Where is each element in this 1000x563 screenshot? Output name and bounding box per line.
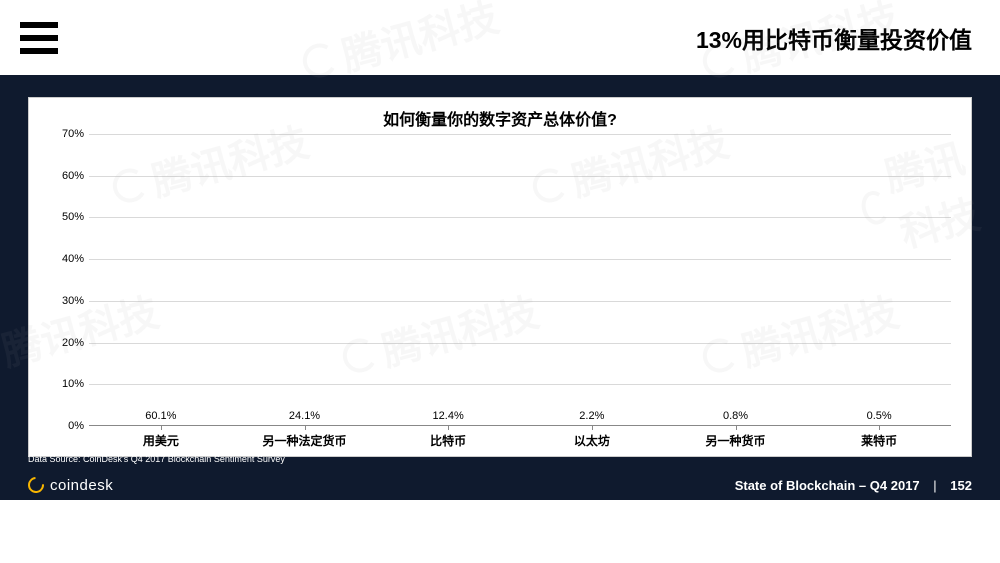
x-axis-label: 另一种货币: [705, 432, 765, 449]
grid-line: [89, 259, 951, 260]
x-axis: [89, 425, 951, 426]
x-tick: [448, 425, 449, 430]
grid-line: [89, 301, 951, 302]
report-name: State of Blockchain – Q4 2017: [735, 478, 920, 493]
header: 13%用比特币衡量投资价值: [0, 0, 1000, 75]
bar-value-label: 2.2%: [579, 410, 604, 422]
x-tick: [879, 425, 880, 430]
grid-line: [89, 343, 951, 344]
grid-line: [89, 217, 951, 218]
y-axis-label: 20%: [44, 337, 84, 349]
slide-page: 13%用比特币衡量投资价值 如何衡量你的数字资产总体价值? 0%10%20%30…: [0, 0, 1000, 563]
chart-title: 如何衡量你的数字资产总体价值?: [29, 98, 971, 130]
x-axis-label: 用美元: [143, 432, 179, 449]
coindesk-logo: coindesk: [28, 477, 113, 494]
y-axis-label: 40%: [44, 253, 84, 265]
y-axis-label: 0%: [44, 420, 84, 432]
x-axis-label: 莱特币: [861, 432, 897, 449]
bar-value-label: 60.1%: [145, 410, 176, 422]
x-tick: [592, 425, 593, 430]
data-source: Data Source: CoinDesk's Q4 2017 Blockcha…: [28, 454, 285, 464]
bar-value-label: 0.8%: [723, 410, 748, 422]
x-axis-label: 以太坊: [574, 432, 610, 449]
page-number: 152: [950, 478, 972, 493]
bar-value-label: 0.5%: [867, 410, 892, 422]
separator: |: [933, 478, 936, 493]
y-axis-label: 10%: [44, 378, 84, 390]
footer: coindesk State of Blockchain – Q4 2017 |…: [0, 470, 1000, 500]
chart-band: 如何衡量你的数字资产总体价值? 0%10%20%30%40%50%60%70%6…: [0, 75, 1000, 500]
y-axis-label: 70%: [44, 128, 84, 140]
hamburger-menu-icon[interactable]: [20, 22, 58, 54]
grid-line: [89, 176, 951, 177]
y-axis-label: 30%: [44, 295, 84, 307]
coindesk-logo-text: coindesk: [50, 477, 113, 494]
page-title: 13%用比特币衡量投资价值: [696, 21, 972, 55]
bar-value-label: 24.1%: [289, 410, 320, 422]
bar-value-label: 12.4%: [433, 410, 464, 422]
grid-line: [89, 384, 951, 385]
x-tick: [305, 425, 306, 430]
y-axis-label: 50%: [44, 211, 84, 223]
x-axis-label: 另一种法定货币: [262, 432, 346, 449]
y-axis-label: 60%: [44, 170, 84, 182]
x-tick: [736, 425, 737, 430]
plot-area: 0%10%20%30%40%50%60%70%60.1%用美元24.1%另一种法…: [89, 134, 951, 426]
coindesk-logo-icon: [25, 474, 48, 497]
chart-container: 如何衡量你的数字资产总体价值? 0%10%20%30%40%50%60%70%6…: [28, 97, 972, 457]
x-tick: [161, 425, 162, 430]
footer-right: State of Blockchain – Q4 2017 | 152: [735, 478, 972, 493]
grid-line: [89, 134, 951, 135]
x-axis-label: 比特币: [430, 432, 466, 449]
